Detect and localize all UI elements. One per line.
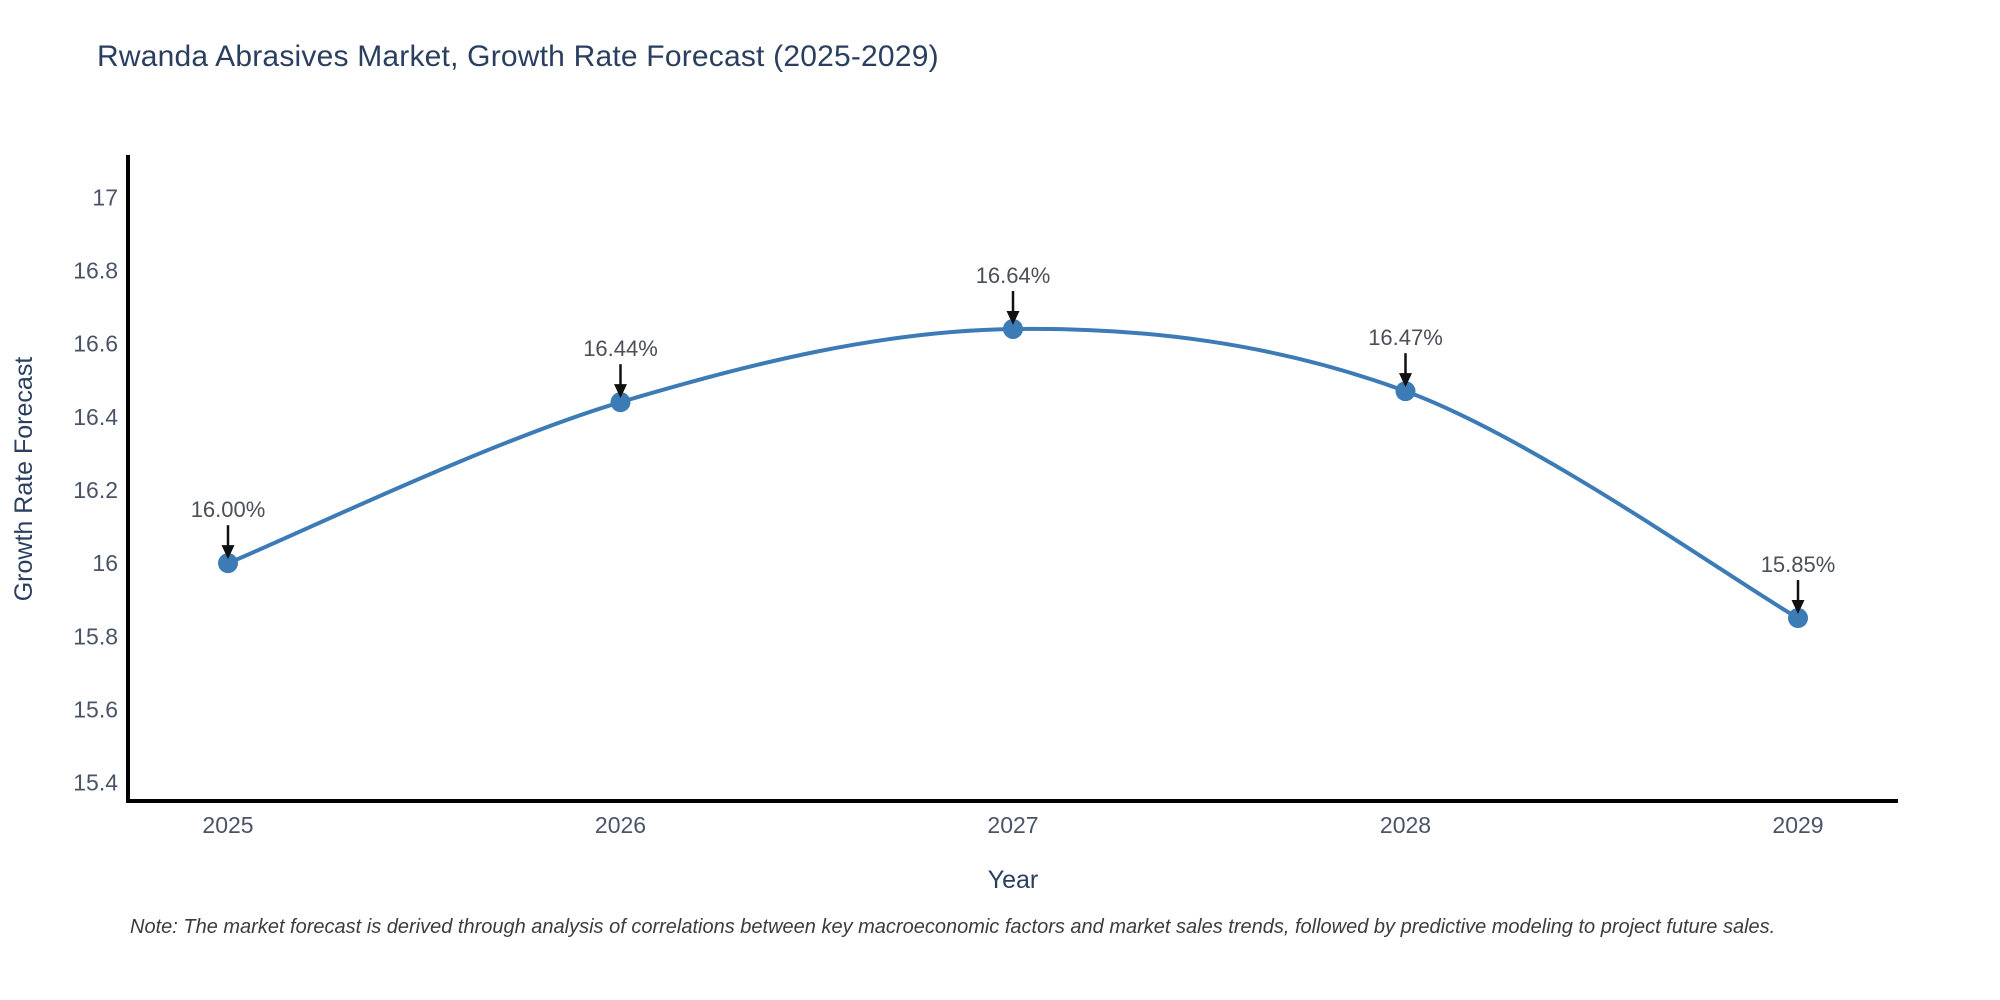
- data-point-label: 16.64%: [976, 263, 1051, 288]
- footnote: Note: The market forecast is derived thr…: [130, 916, 1776, 938]
- data-point-marker: [1003, 318, 1023, 339]
- x-tick-label: 2029: [1772, 812, 1823, 838]
- data-point-label: 15.85%: [1761, 552, 1836, 577]
- data-point-label: 16.47%: [1368, 325, 1443, 350]
- y-tick-label: 16.2: [73, 477, 118, 503]
- data-point-marker: [1395, 381, 1416, 402]
- x-axis-title: Year: [988, 866, 1039, 894]
- annotation-arrow-head: [1791, 600, 1805, 615]
- data-point-marker: [1788, 608, 1808, 629]
- data-point-marker: [610, 392, 631, 413]
- x-tick-label: 2025: [202, 812, 253, 838]
- annotation-arrow-head: [1399, 373, 1412, 388]
- x-tick-label: 2027: [987, 812, 1038, 838]
- plot-area: 15.4 15.6 15.8 16 16.2 16.4 16.6 16.8 17 2025 2026…: [73, 155, 1898, 838]
- y-tick-label: 16.6: [73, 331, 118, 357]
- data-point-label: 16.00%: [191, 497, 266, 522]
- annotation-arrow-head: [221, 545, 235, 560]
- annotation-arrow-head: [614, 384, 627, 399]
- chart-title: Rwanda Abrasives Market, Growth Rate For…: [97, 40, 939, 73]
- y-tick-label: 15.6: [73, 697, 118, 723]
- y-tick-label: 15.8: [73, 623, 118, 649]
- x-tick-label: 2028: [1380, 812, 1431, 838]
- x-tick-label: 2026: [595, 812, 646, 838]
- annotation-arrow-head: [1006, 310, 1020, 325]
- y-tick-label: 16.4: [73, 404, 118, 430]
- data-point-marker: [218, 553, 238, 574]
- y-tick-label: 16.8: [73, 257, 118, 283]
- y-axis-title: Growth Rate Forecast: [10, 357, 38, 602]
- y-tick-label: 16: [92, 550, 118, 576]
- data-point-label: 16.44%: [583, 336, 658, 361]
- y-tick-label: 15.4: [73, 770, 118, 796]
- y-tick-label: 17: [92, 184, 118, 210]
- series-line: [226, 326, 1800, 621]
